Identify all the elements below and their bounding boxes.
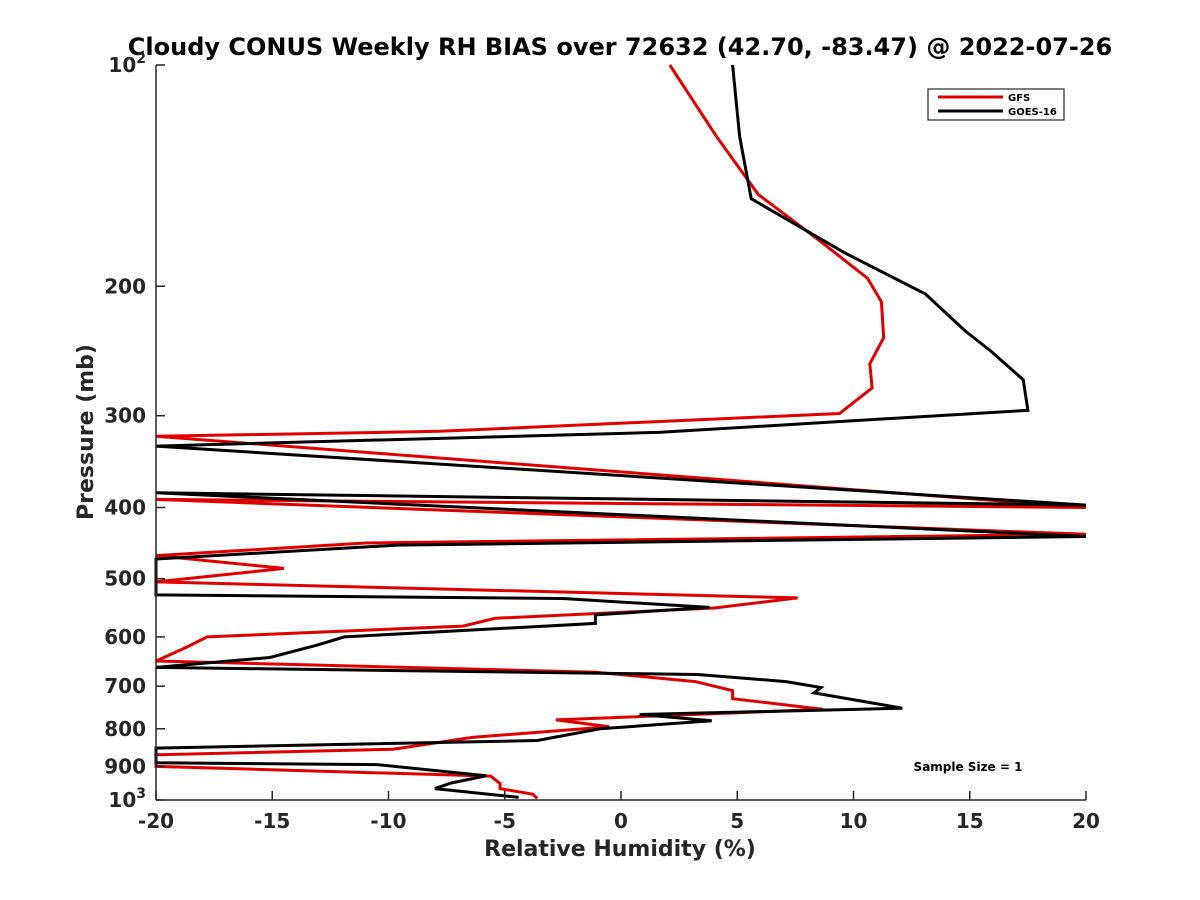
ticks-layer: -20 -15 -10 -5 0 5 10 15 20 102 200 300 400 500 600 700… xyxy=(104,51,1100,833)
legend-box xyxy=(927,88,1065,121)
y-tick-label: 102 xyxy=(108,51,146,77)
series-line-goes16 xyxy=(154,64,1087,799)
y-tick-label: 700 xyxy=(104,674,146,698)
y-tick-label: 800 xyxy=(104,717,146,741)
x-tick-label: 20 xyxy=(1072,809,1100,833)
legend-label-gfs: GFS xyxy=(1008,93,1030,104)
x-tick-label: 5 xyxy=(730,809,744,833)
x-tick-label: 15 xyxy=(956,809,984,833)
sample-size-annotation: Sample Size = 1 xyxy=(914,760,1023,774)
x-tick-label: -20 xyxy=(138,809,174,833)
y-tick-label: 103 xyxy=(108,786,146,812)
x-tick-label: -10 xyxy=(370,809,406,833)
y-tick-label: 300 xyxy=(104,404,146,428)
series-layer xyxy=(154,64,1087,800)
plot-area: -20 -15 -10 -5 0 5 10 15 20 102 200 300 400 500 600 700… xyxy=(104,51,1100,833)
y-tick-label: 600 xyxy=(104,625,146,649)
legend: GFS GOES-16 xyxy=(927,88,1065,121)
chart-title: Cloudy CONUS Weekly RH BIAS over 72632 (… xyxy=(128,33,1112,61)
y-tick-label: 900 xyxy=(104,754,146,778)
y-tick-label: 200 xyxy=(104,274,146,298)
y-tick-label: 500 xyxy=(104,567,146,591)
y-axis-label: Pressure (mb) xyxy=(74,344,99,520)
y-tick-label: 400 xyxy=(104,496,146,520)
x-tick-label: 0 xyxy=(614,809,628,833)
x-axis-label: Relative Humidity (%) xyxy=(484,837,756,862)
x-tick-label: -15 xyxy=(254,809,290,833)
legend-label-goes16: GOES-16 xyxy=(1008,107,1057,118)
x-tick-label: -5 xyxy=(494,809,516,833)
x-tick-label: 10 xyxy=(840,809,868,833)
